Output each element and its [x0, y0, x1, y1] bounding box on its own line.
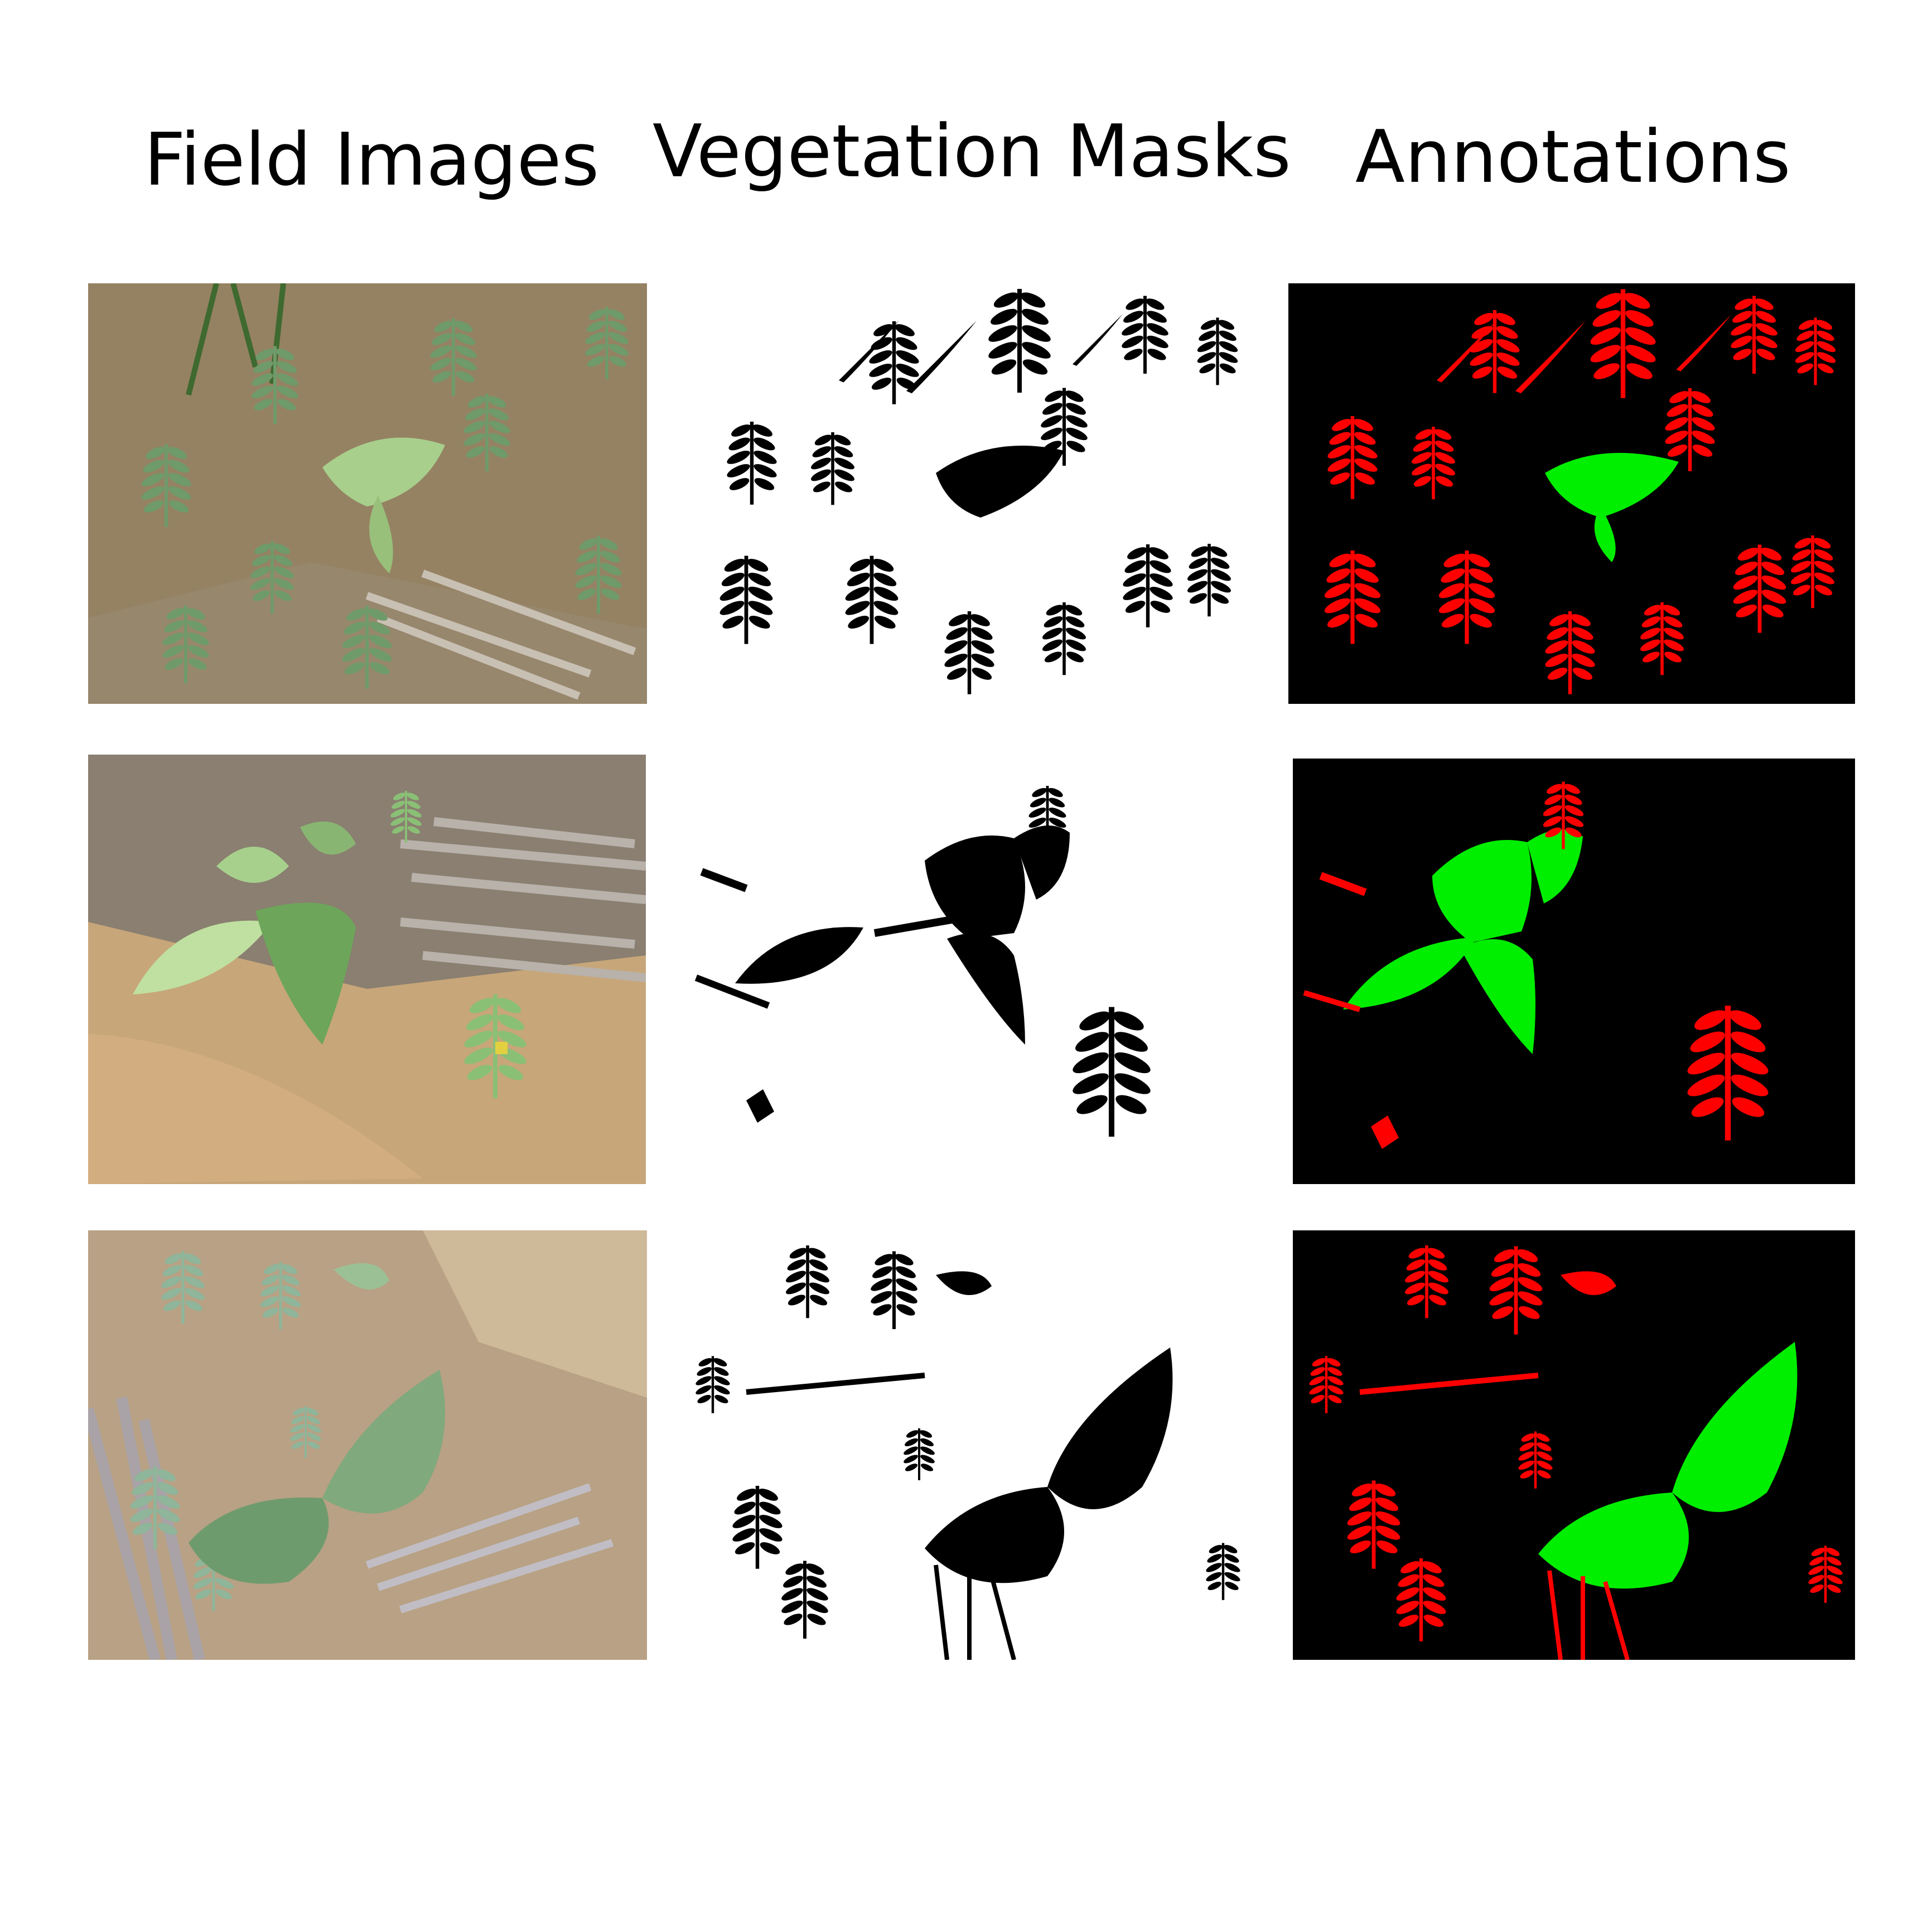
vegetation-mask-1: [679, 283, 1255, 704]
field-image-2: [88, 755, 646, 1184]
vegetation-masks-header: Vegetation Masks: [653, 109, 1291, 194]
field-images-header: Field Images: [144, 117, 600, 202]
annotation-2: [1293, 759, 1855, 1184]
annotation-1: [1288, 283, 1855, 704]
annotation-3: [1293, 1230, 1855, 1660]
vegetation-mask-2: [679, 755, 1255, 1184]
field-image-1: [88, 283, 647, 704]
annotations-header: Annotations: [1355, 114, 1791, 199]
field-image-3: [88, 1230, 647, 1660]
vegetation-mask-3: [679, 1230, 1255, 1660]
